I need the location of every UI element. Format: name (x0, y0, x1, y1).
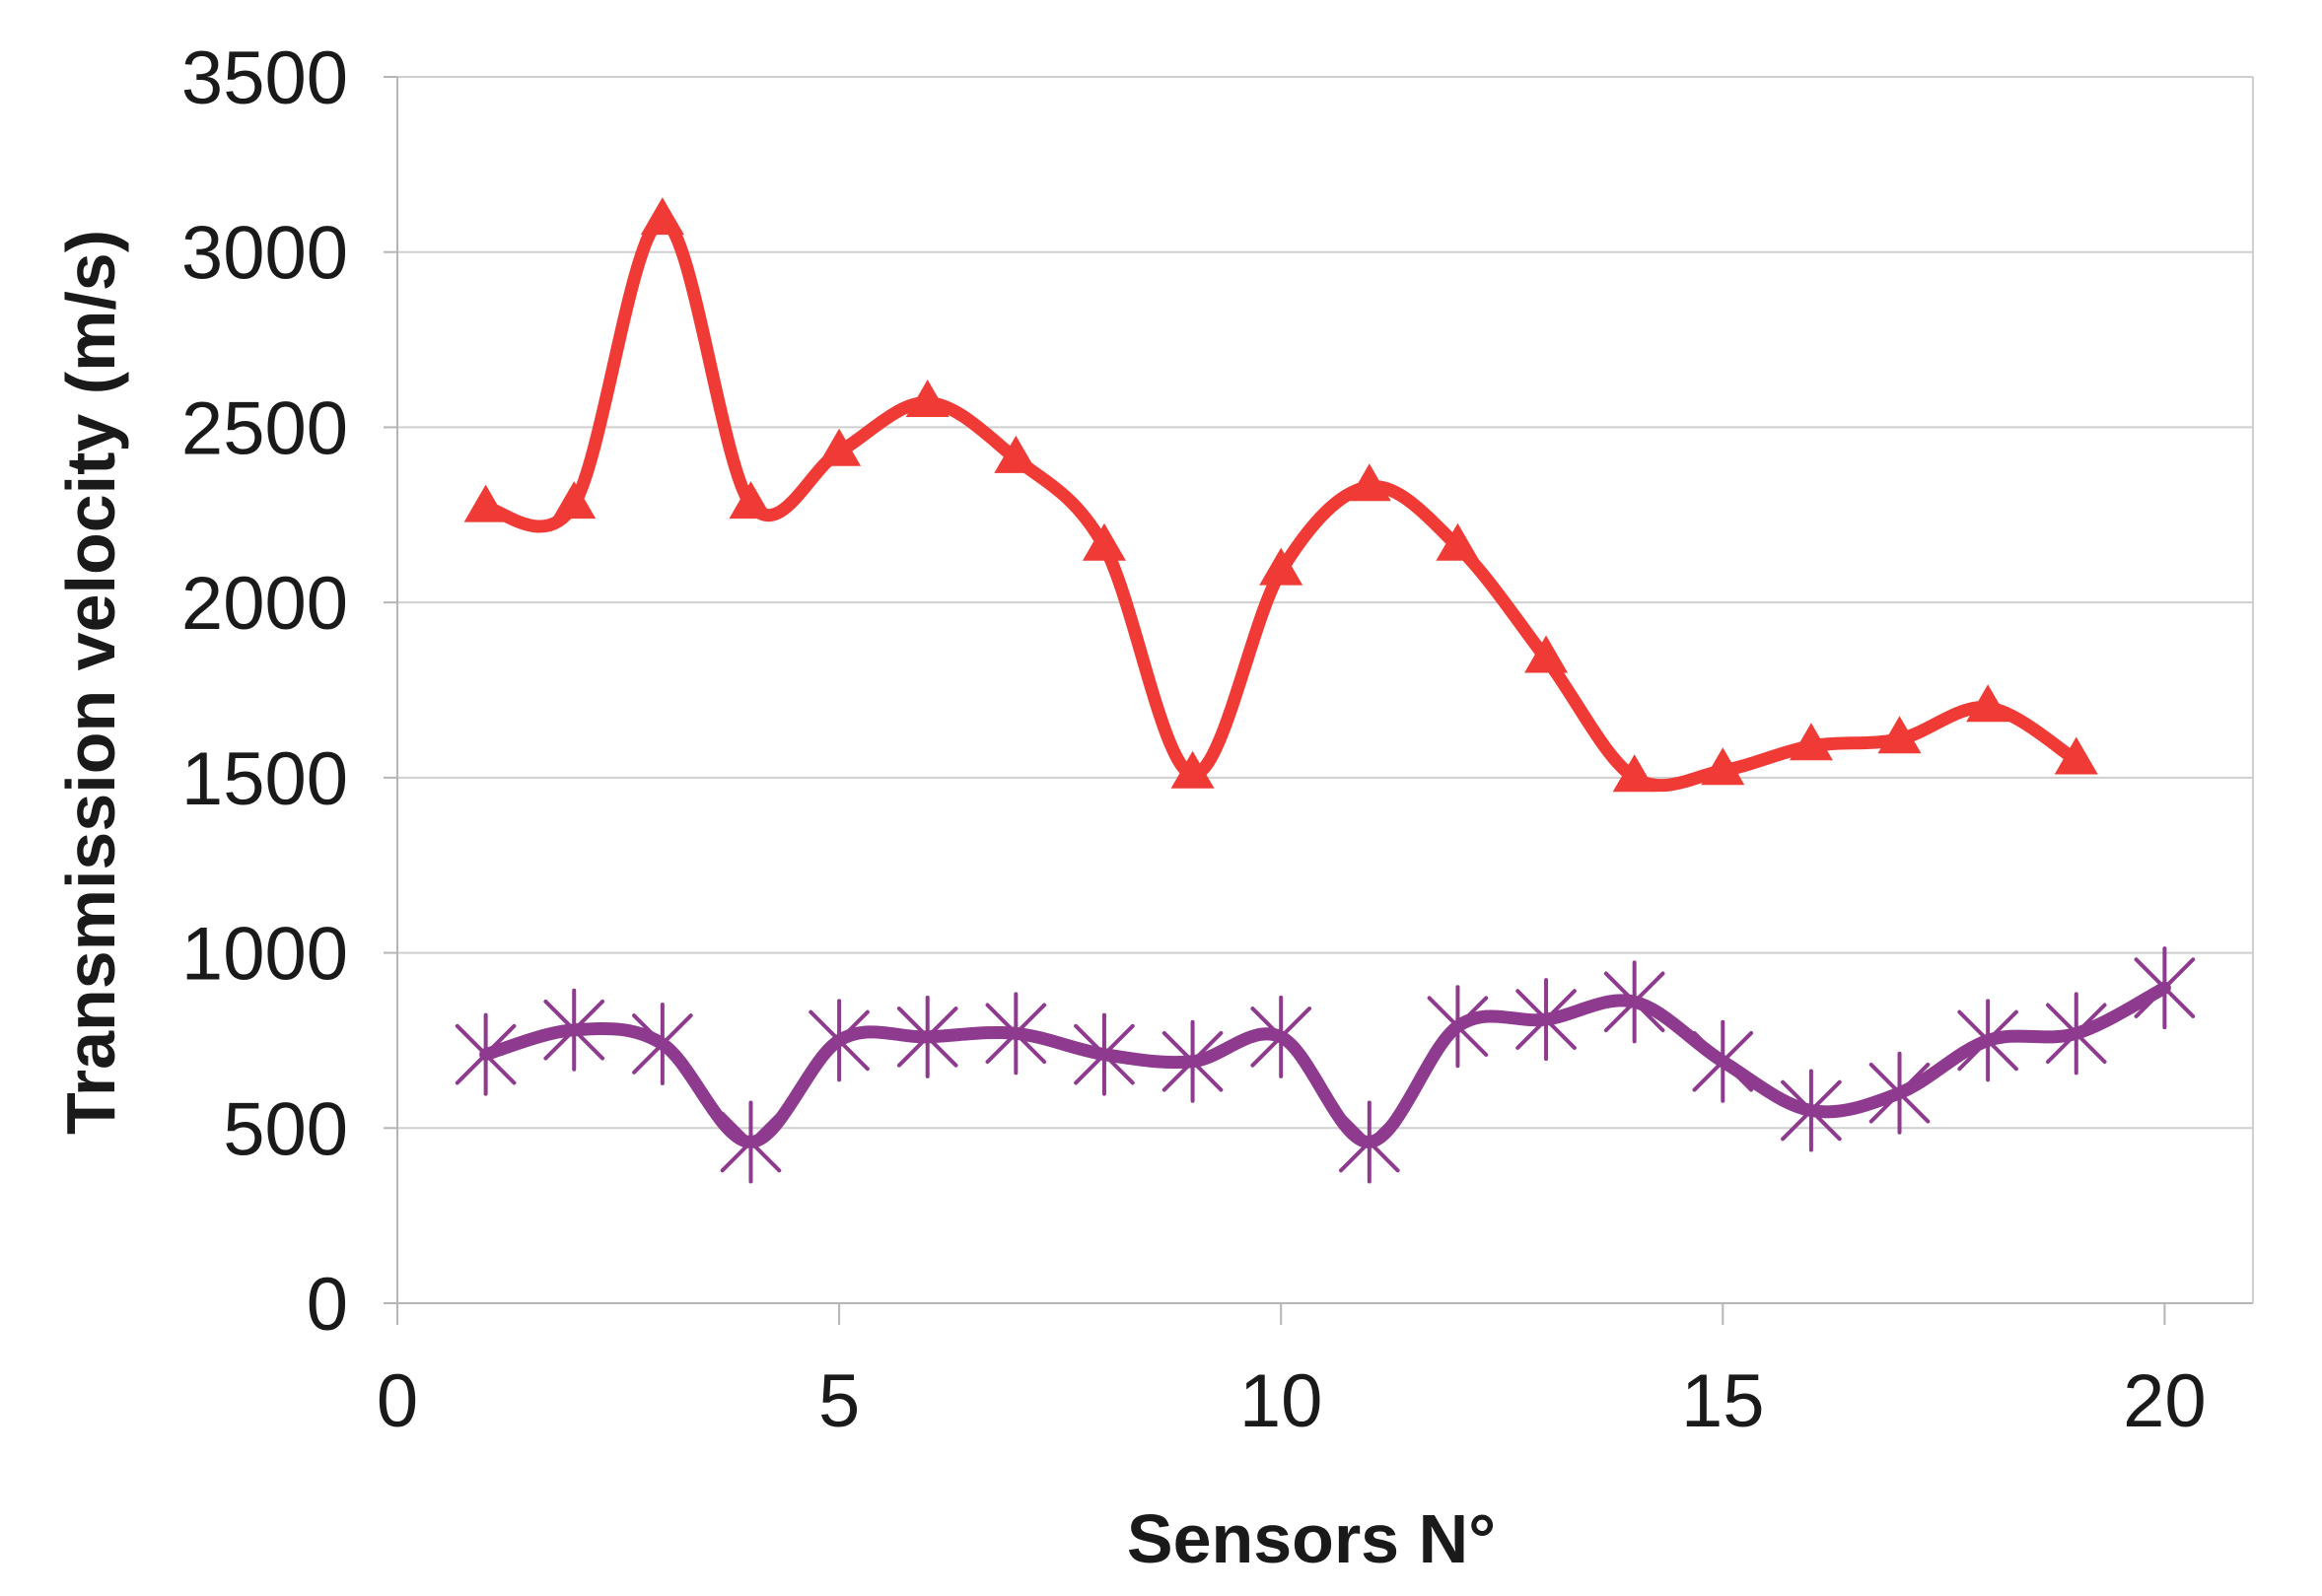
series-group (455, 197, 2196, 1184)
y-tick-label: 3000 (181, 212, 348, 296)
data-point-triangle (1170, 750, 1215, 789)
data-point-triangle (1789, 723, 1833, 761)
data-point-star (809, 999, 870, 1082)
data-point-star (543, 988, 605, 1072)
data-point-triangle (1259, 547, 1303, 586)
data-point-star (896, 995, 958, 1078)
data-point-triangle (905, 379, 950, 417)
data-point-triangle (1082, 522, 1126, 561)
y-tick-label: 2500 (181, 386, 348, 470)
data-point-star (1515, 978, 1577, 1062)
y-tick-label: 500 (223, 1087, 348, 1171)
data-point-triangle (729, 481, 773, 520)
data-point-triangle (994, 435, 1038, 473)
data-point-star (1692, 1019, 1754, 1103)
x-tick-label: 15 (1681, 1359, 1765, 1443)
data-point-triangle (1966, 684, 2010, 723)
data-point-star (2134, 946, 2196, 1030)
y-tick-label: 2000 (181, 562, 348, 646)
data-point-star (720, 1100, 782, 1184)
series-line (479, 981, 2171, 1149)
tick-labels: 0 500 1000 1500 2000 2500 3000 3500 0 5 10 15 20 (181, 36, 2207, 1443)
data-point-triangle (1436, 522, 1480, 561)
data-point-star (632, 1002, 693, 1085)
data-point-star (1339, 1100, 1400, 1184)
data-point-star (1603, 960, 1665, 1044)
data-point-star (1074, 1012, 1135, 1096)
x-tick-label: 20 (2123, 1359, 2207, 1443)
series-2 (455, 946, 2196, 1184)
data-point-star (1250, 995, 1311, 1078)
x-axis-title: Sensors N° (1127, 1500, 1496, 1577)
data-point-triangle (640, 197, 684, 236)
data-point-triangle (817, 428, 862, 466)
data-point-triangle (1701, 747, 1745, 786)
data-point-triangle (1524, 635, 1569, 673)
data-point-star (455, 1012, 517, 1096)
series-line (479, 214, 2083, 793)
data-point-triangle (2054, 736, 2098, 775)
data-point-star (1781, 1069, 1842, 1152)
data-point-star (1868, 1051, 1931, 1135)
axes (384, 76, 2254, 1325)
gridlines (397, 76, 2253, 1304)
y-tick-label: 3500 (181, 36, 348, 120)
data-point-star (985, 992, 1047, 1076)
data-point-star (2045, 992, 2107, 1076)
data-point-triangle (1877, 716, 1922, 754)
data-point-triangle (463, 484, 508, 522)
x-tick-label: 5 (818, 1359, 860, 1443)
x-tick-label: 0 (377, 1359, 418, 1443)
x-tick-label: 10 (1239, 1359, 1323, 1443)
y-tick-label: 0 (307, 1263, 348, 1347)
y-tick-label: 1500 (181, 737, 348, 821)
series-1 (463, 197, 2098, 793)
data-point-star (1957, 999, 2018, 1082)
data-point-triangle (1347, 463, 1391, 502)
data-point-star (1427, 985, 1489, 1069)
data-point-triangle (552, 481, 597, 520)
data-point-star (1161, 1019, 1224, 1103)
y-tick-label: 1000 (181, 913, 348, 997)
y-axis-title: Transmission velocity (m/s) (52, 230, 129, 1135)
data-point-triangle (1612, 754, 1656, 793)
